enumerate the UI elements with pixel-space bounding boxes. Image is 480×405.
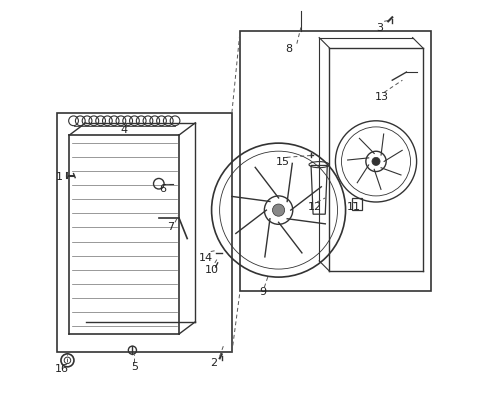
- Text: 6: 6: [159, 183, 167, 193]
- Text: 10: 10: [204, 264, 218, 274]
- Text: 9: 9: [259, 287, 266, 296]
- Text: 2: 2: [210, 358, 217, 367]
- Text: 4: 4: [121, 125, 128, 134]
- Text: 7: 7: [168, 222, 175, 232]
- Text: 5: 5: [131, 362, 138, 371]
- Text: 12: 12: [308, 202, 322, 211]
- Text: 3: 3: [377, 23, 384, 33]
- Text: 1: 1: [56, 171, 63, 181]
- Circle shape: [273, 205, 285, 217]
- Text: 13: 13: [375, 92, 389, 102]
- Text: 8: 8: [285, 44, 292, 53]
- Circle shape: [372, 158, 380, 166]
- Text: 16: 16: [54, 364, 68, 373]
- Text: 15: 15: [276, 157, 289, 167]
- Text: 14: 14: [198, 252, 213, 262]
- Text: 11: 11: [347, 202, 360, 211]
